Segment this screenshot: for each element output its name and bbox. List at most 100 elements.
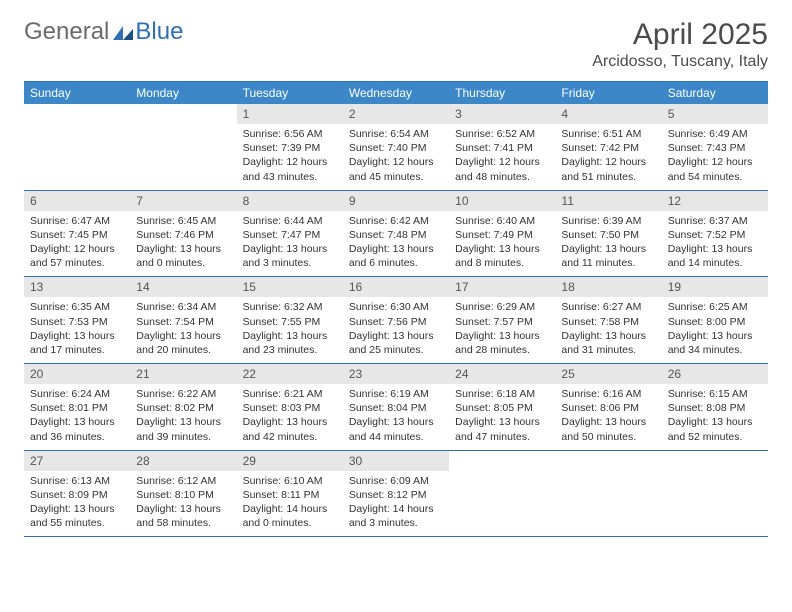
weeks: 1 Sunrise: 6:56 AMSunset: 7:39 PM Daylight… (24, 104, 768, 537)
day-body: Sunrise: 6:21 AMSunset: 8:03 PMDaylight:… (237, 384, 343, 450)
day-7: 7Sunrise: 6:45 AMSunset: 7:46 PMDaylight… (130, 191, 236, 277)
daylight-line: Daylight: 13 hours and 23 minutes. (243, 329, 337, 357)
sunset-line: Sunset: 7:46 PM (136, 228, 230, 242)
location: Arcidosso, Tuscany, Italy (592, 53, 768, 71)
day-16: 16Sunrise: 6:30 AMSunset: 7:56 PMDayligh… (343, 277, 449, 363)
sunset-line: Sunset: 7:49 PM (455, 228, 549, 242)
sunset-line: Sunset: 7:56 PM (349, 315, 443, 329)
sunset-line: Sunset: 7:45 PM (30, 228, 124, 242)
daylight-line: Daylight: 13 hours and 0 minutes. (136, 242, 230, 270)
day-number: 1 (237, 104, 343, 124)
day-empty (130, 104, 236, 190)
sunrise-line: Sunrise: 6:21 AM (243, 387, 337, 401)
day-number: 14 (130, 277, 236, 297)
sunset-line: Sunset: 8:00 PM (668, 315, 762, 329)
day-empty (24, 104, 130, 190)
day-body: Sunrise: 6:27 AMSunset: 7:58 PMDaylight:… (555, 297, 661, 363)
daylight-line: Daylight: 13 hours and 3 minutes. (243, 242, 337, 270)
sunset-line: Sunset: 8:04 PM (349, 401, 443, 415)
day-number: 15 (237, 277, 343, 297)
daylight-line: Daylight: 13 hours and 34 minutes. (668, 329, 762, 357)
daylight-line: Daylight: 12 hours and 54 minutes. (668, 155, 762, 183)
sunrise-line: Sunrise: 6:37 AM (668, 214, 762, 228)
sunset-line: Sunset: 8:09 PM (30, 488, 124, 502)
day-number: 29 (237, 451, 343, 471)
sunrise-line: Sunrise: 6:35 AM (30, 300, 124, 314)
weekday-saturday: Saturday (662, 82, 768, 104)
day-number: 20 (24, 364, 130, 384)
sunrise-line: Sunrise: 6:18 AM (455, 387, 549, 401)
sunset-line: Sunset: 8:11 PM (243, 488, 337, 502)
daylight-line: Daylight: 14 hours and 0 minutes. (243, 502, 337, 530)
week-row: 13Sunrise: 6:35 AMSunset: 7:53 PMDayligh… (24, 277, 768, 364)
sunrise-line: Sunrise: 6:25 AM (668, 300, 762, 314)
sunset-line: Sunset: 7:52 PM (668, 228, 762, 242)
day-body: Sunrise: 6:34 AMSunset: 7:54 PMDaylight:… (130, 297, 236, 363)
sunrise-line: Sunrise: 6:19 AM (349, 387, 443, 401)
sunset-line: Sunset: 7:53 PM (30, 315, 124, 329)
sunrise-line: Sunrise: 6:49 AM (668, 127, 762, 141)
daylight-line: Daylight: 13 hours and 25 minutes. (349, 329, 443, 357)
page-title: April 2025 (592, 18, 768, 51)
day-13: 13Sunrise: 6:35 AMSunset: 7:53 PMDayligh… (24, 277, 130, 363)
daylight-line: Daylight: 13 hours and 36 minutes. (30, 415, 124, 443)
weekday-row: SundayMondayTuesdayWednesdayThursdayFrid… (24, 82, 768, 104)
week-row: 6 Sunrise: 6:47 AMSunset: 7:45 PM Daylight… (24, 191, 768, 278)
weekday-thursday: Thursday (449, 82, 555, 104)
day-body: Sunrise: 6:25 AMSunset: 8:00 PMDaylight:… (662, 297, 768, 363)
day-30: 30Sunrise: 6:09 AMSunset: 8:12 PMDayligh… (343, 451, 449, 537)
week-row: 27Sunrise: 6:13 AMSunset: 8:09 PMDayligh… (24, 451, 768, 538)
daylight-line: Daylight: 13 hours and 52 minutes. (668, 415, 762, 443)
day-body: Sunrise: 6:10 AMSunset: 8:11 PMDaylight:… (237, 471, 343, 537)
day-body: Sunrise: 6:15 AMSunset: 8:08 PMDaylight:… (662, 384, 768, 450)
day-number: 7 (130, 191, 236, 211)
sunset-line: Sunset: 8:06 PM (561, 401, 655, 415)
sunrise-line: Sunrise: 6:47 AM (30, 214, 124, 228)
day-20: 20Sunrise: 6:24 AMSunset: 8:01 PMDayligh… (24, 364, 130, 450)
day-number: 24 (449, 364, 555, 384)
day-number: 30 (343, 451, 449, 471)
sunrise-line: Sunrise: 6:56 AM (243, 127, 337, 141)
week-row: 1 Sunrise: 6:56 AMSunset: 7:39 PM Daylight… (24, 104, 768, 191)
day-18: 18Sunrise: 6:27 AMSunset: 7:58 PMDayligh… (555, 277, 661, 363)
day-number (449, 451, 555, 457)
day-body: Sunrise: 6:39 AMSunset: 7:50 PMDaylight:… (555, 211, 661, 277)
day-number: 5 (662, 104, 768, 124)
day-12: 12Sunrise: 6:37 AMSunset: 7:52 PMDayligh… (662, 191, 768, 277)
sunrise-line: Sunrise: 6:16 AM (561, 387, 655, 401)
sunset-line: Sunset: 7:47 PM (243, 228, 337, 242)
day-29: 29Sunrise: 6:10 AMSunset: 8:11 PMDayligh… (237, 451, 343, 537)
sunset-line: Sunset: 8:10 PM (136, 488, 230, 502)
sunrise-line: Sunrise: 6:22 AM (136, 387, 230, 401)
daylight-line: Daylight: 13 hours and 44 minutes. (349, 415, 443, 443)
daylight-line: Daylight: 13 hours and 42 minutes. (243, 415, 337, 443)
sunrise-line: Sunrise: 6:09 AM (349, 474, 443, 488)
weekday-sunday: Sunday (24, 82, 130, 104)
day-number: 6 (24, 191, 130, 211)
day-number (24, 104, 130, 110)
daylight-line: Daylight: 13 hours and 50 minutes. (561, 415, 655, 443)
daylight-line: Daylight: 12 hours and 51 minutes. (561, 155, 655, 183)
day-body: Sunrise: 6:12 AMSunset: 8:10 PMDaylight:… (130, 471, 236, 537)
sunset-line: Sunset: 7:39 PM (243, 141, 337, 155)
day-28: 28Sunrise: 6:12 AMSunset: 8:10 PMDayligh… (130, 451, 236, 537)
daylight-line: Daylight: 13 hours and 28 minutes. (455, 329, 549, 357)
day-23: 23Sunrise: 6:19 AMSunset: 8:04 PMDayligh… (343, 364, 449, 450)
daylight-line: Daylight: 12 hours and 48 minutes. (455, 155, 549, 183)
day-8: 8Sunrise: 6:44 AMSunset: 7:47 PMDaylight… (237, 191, 343, 277)
daylight-line: Daylight: 13 hours and 6 minutes. (349, 242, 443, 270)
sunset-line: Sunset: 7:40 PM (349, 141, 443, 155)
day-4: 4Sunrise: 6:51 AMSunset: 7:42 PMDaylight… (555, 104, 661, 190)
day-number: 25 (555, 364, 661, 384)
day-24: 24Sunrise: 6:18 AMSunset: 8:05 PMDayligh… (449, 364, 555, 450)
daylight-line: Daylight: 13 hours and 8 minutes. (455, 242, 549, 270)
day-17: 17Sunrise: 6:29 AMSunset: 7:57 PMDayligh… (449, 277, 555, 363)
sunrise-line: Sunrise: 6:51 AM (561, 127, 655, 141)
logo-text-1: General (24, 18, 109, 46)
sunrise-line: Sunrise: 6:52 AM (455, 127, 549, 141)
sunset-line: Sunset: 7:43 PM (668, 141, 762, 155)
logo-mark-icon (113, 24, 133, 40)
sunset-line: Sunset: 8:02 PM (136, 401, 230, 415)
day-body: Sunrise: 6:40 AMSunset: 7:49 PMDaylight:… (449, 211, 555, 277)
day-empty (555, 451, 661, 537)
